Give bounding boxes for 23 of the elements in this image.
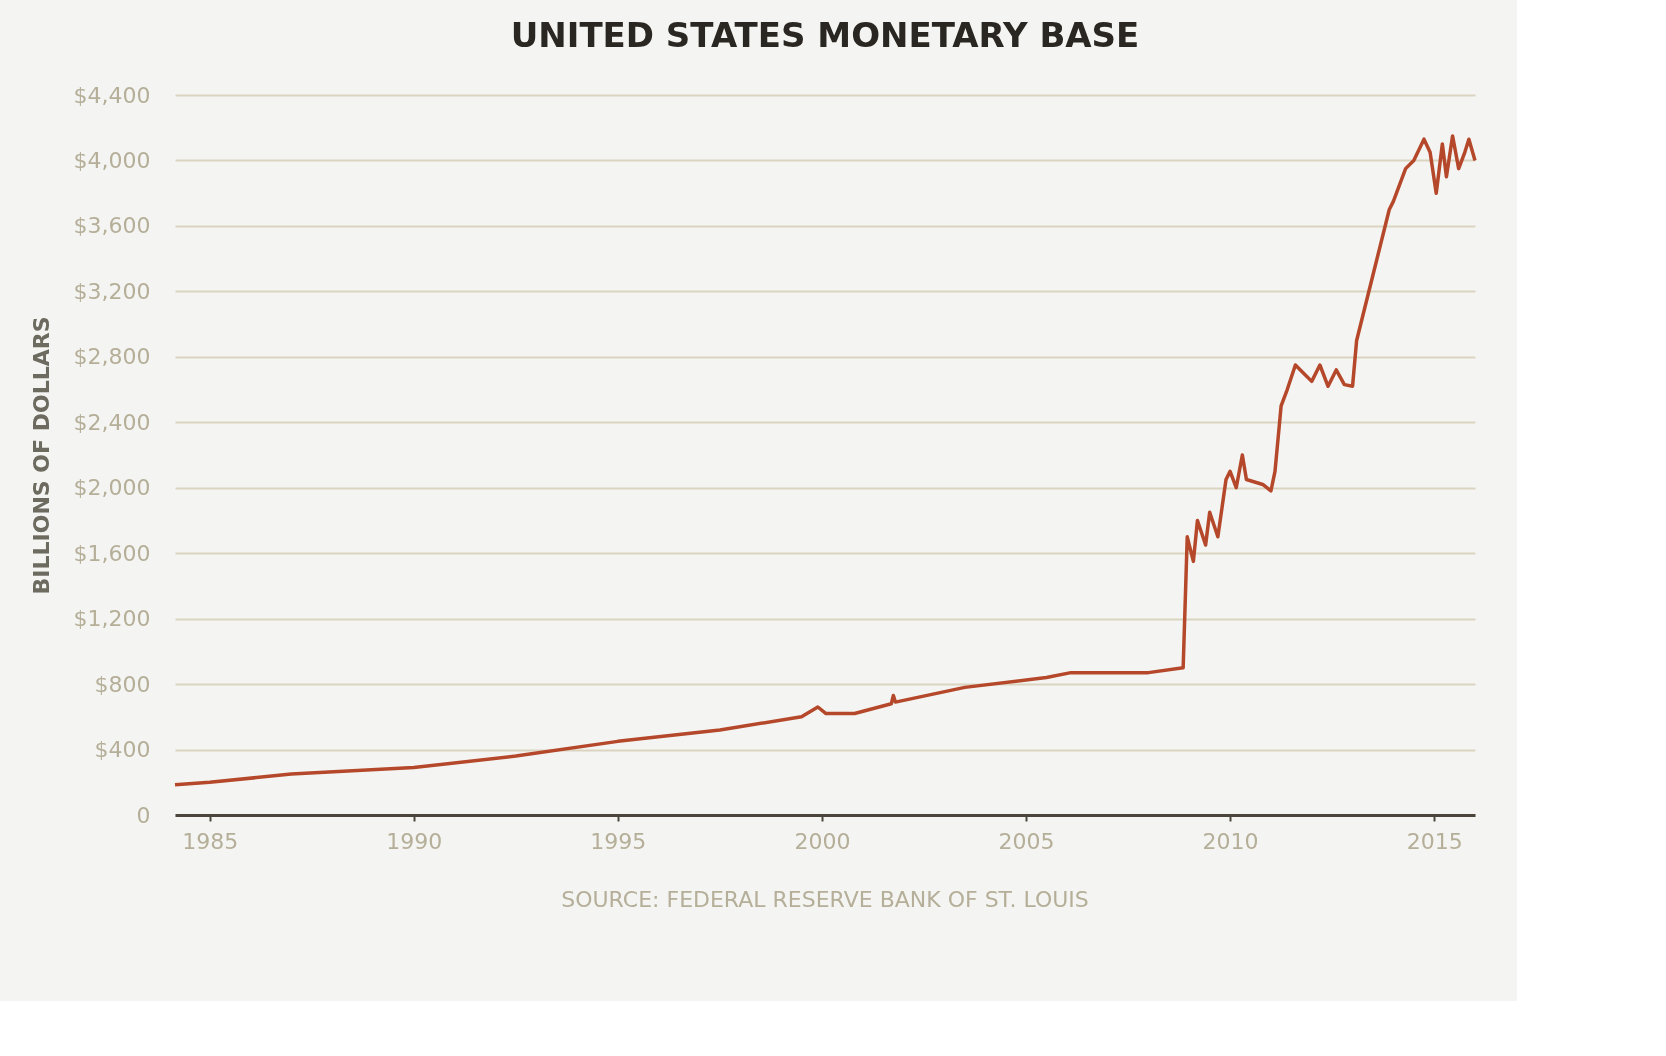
y-tick-label: $1,600	[73, 540, 151, 566]
x-tick-label: 2000	[794, 828, 851, 854]
y-tick-label: $2,800	[73, 344, 151, 370]
x-tick-label: 2005	[998, 828, 1055, 854]
y-tick-label: $4,000	[73, 147, 151, 173]
x-tick-label: 1985	[182, 828, 239, 854]
y-tick-label: 0	[136, 802, 151, 828]
source-note: SOURCE: FEDERAL RESERVE BANK OF ST. LOUIS	[561, 887, 1089, 912]
line-series	[173, 134, 1477, 787]
x-tick-label: 2015	[1406, 828, 1463, 854]
y-tick-label: $3,600	[73, 213, 151, 239]
y-tick-label: $4,400	[73, 82, 151, 108]
y-tick-label: $400	[94, 737, 151, 763]
y-tick-label: $2,000	[73, 475, 151, 501]
chart-title: UNITED STATES MONETARY BASE	[510, 15, 1140, 55]
y-tick-label: $800	[94, 671, 151, 697]
x-tick-label: 1995	[590, 828, 647, 854]
y-tick-label: $2,400	[73, 409, 151, 435]
y-tick-label: $3,200	[73, 278, 151, 304]
y-axis-title: BILLIONS OF DOLLARS	[28, 316, 54, 595]
y-tick-label: $1,200	[73, 606, 151, 632]
x-tick-label: 1990	[386, 828, 443, 854]
x-tick-label: 2010	[1202, 828, 1259, 854]
